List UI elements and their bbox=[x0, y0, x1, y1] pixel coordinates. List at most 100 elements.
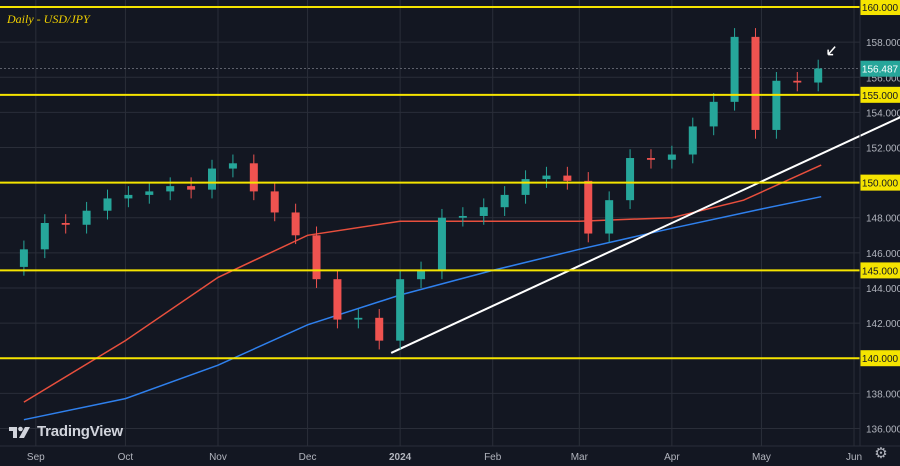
candle bbox=[333, 270, 342, 329]
arrow-icon bbox=[827, 46, 836, 56]
candle-body bbox=[500, 194, 509, 208]
candle-body bbox=[19, 249, 28, 267]
y-tick-label: 152.000 bbox=[866, 143, 900, 154]
candle bbox=[667, 145, 676, 169]
level-label: 160.000 bbox=[862, 3, 899, 14]
candle-body bbox=[667, 154, 676, 160]
candle-body bbox=[61, 223, 70, 225]
candle-body bbox=[751, 36, 760, 130]
candle bbox=[145, 182, 154, 204]
y-tick-label: 158.000 bbox=[866, 38, 900, 49]
x-tick-label: Dec bbox=[299, 452, 317, 463]
candle-body bbox=[103, 198, 112, 211]
y-tick-label: 154.000 bbox=[866, 108, 900, 119]
tradingview-icon bbox=[9, 426, 30, 438]
candle bbox=[542, 166, 551, 188]
candle-body bbox=[793, 80, 802, 83]
moving-average-red bbox=[23, 164, 822, 403]
candle-body bbox=[396, 279, 405, 341]
candle bbox=[814, 59, 823, 92]
candle bbox=[187, 177, 196, 199]
candle bbox=[396, 270, 405, 350]
candle bbox=[312, 226, 321, 288]
x-tick-label: Jun bbox=[846, 452, 862, 463]
x-tick-label: Nov bbox=[209, 452, 227, 463]
candle bbox=[61, 214, 70, 234]
candle bbox=[208, 159, 217, 199]
candle bbox=[605, 191, 614, 243]
candle-body bbox=[814, 68, 823, 83]
y-tick-label: 138.000 bbox=[866, 389, 900, 400]
candle bbox=[730, 28, 739, 111]
level-label: 140.000 bbox=[862, 354, 899, 365]
candle-body bbox=[228, 163, 237, 169]
candle bbox=[228, 154, 237, 178]
candle-body bbox=[437, 217, 446, 271]
y-tick-label: 146.000 bbox=[866, 249, 900, 260]
candle bbox=[417, 261, 426, 288]
y-tick-label: 136.000 bbox=[866, 424, 900, 435]
candle-body bbox=[40, 223, 49, 250]
x-tick-label: Apr bbox=[664, 452, 680, 463]
candle-body bbox=[375, 317, 384, 341]
candle-body bbox=[166, 186, 175, 192]
candle bbox=[291, 203, 300, 245]
candle bbox=[437, 208, 446, 280]
candle-body bbox=[187, 186, 196, 190]
y-tick-label: 148.000 bbox=[866, 214, 900, 225]
level-label: 155.000 bbox=[862, 91, 899, 102]
last-price-label-bg bbox=[860, 60, 900, 77]
last-price-label: 156.487 bbox=[862, 65, 899, 76]
moving-average-blue bbox=[23, 195, 822, 421]
level-label-bg bbox=[860, 0, 900, 16]
candle bbox=[772, 71, 781, 139]
candle bbox=[82, 201, 91, 234]
candle-body bbox=[730, 36, 739, 102]
candle bbox=[166, 177, 175, 201]
candle-body bbox=[270, 191, 279, 213]
candle bbox=[646, 149, 655, 169]
tradingview-logo: TradingView bbox=[8, 423, 123, 440]
level-label: 145.000 bbox=[862, 266, 899, 277]
candle-body bbox=[249, 163, 258, 192]
candle-body bbox=[291, 212, 300, 236]
candle bbox=[249, 154, 258, 201]
chart-title: Daily - USD/JPY bbox=[7, 12, 90, 26]
gear-icon[interactable]: ⚙ bbox=[874, 445, 888, 462]
candle bbox=[688, 117, 697, 164]
x-tick-label: Oct bbox=[118, 452, 134, 463]
candle-body bbox=[626, 158, 635, 201]
candle bbox=[354, 309, 363, 329]
trend-line bbox=[390, 116, 900, 354]
x-tick-label: Feb bbox=[484, 452, 502, 463]
candle bbox=[793, 71, 802, 92]
candle bbox=[584, 172, 593, 243]
candle bbox=[103, 189, 112, 220]
level-label-bg bbox=[860, 350, 900, 367]
candle bbox=[751, 28, 760, 139]
candle-body bbox=[333, 279, 342, 320]
candle bbox=[709, 93, 718, 136]
candle bbox=[124, 186, 133, 208]
candle bbox=[270, 182, 279, 222]
level-label-bg bbox=[860, 86, 900, 103]
logo-text: TradingView bbox=[37, 423, 123, 440]
candle-body bbox=[82, 210, 91, 225]
candle-body bbox=[772, 80, 781, 130]
candle-body bbox=[417, 270, 426, 280]
candle-body bbox=[563, 175, 572, 181]
candle bbox=[479, 198, 488, 225]
level-label-bg bbox=[860, 262, 900, 279]
y-tick-label: 142.000 bbox=[866, 319, 900, 330]
candle bbox=[563, 166, 572, 190]
candle-body bbox=[584, 180, 593, 234]
candle bbox=[40, 214, 49, 259]
candle-body bbox=[646, 158, 655, 160]
candle-body bbox=[521, 179, 530, 195]
candle-body bbox=[354, 317, 363, 320]
y-tick-label: 144.000 bbox=[866, 284, 900, 295]
candle bbox=[500, 186, 509, 216]
candle-body bbox=[458, 215, 467, 218]
candle-body bbox=[145, 191, 154, 195]
